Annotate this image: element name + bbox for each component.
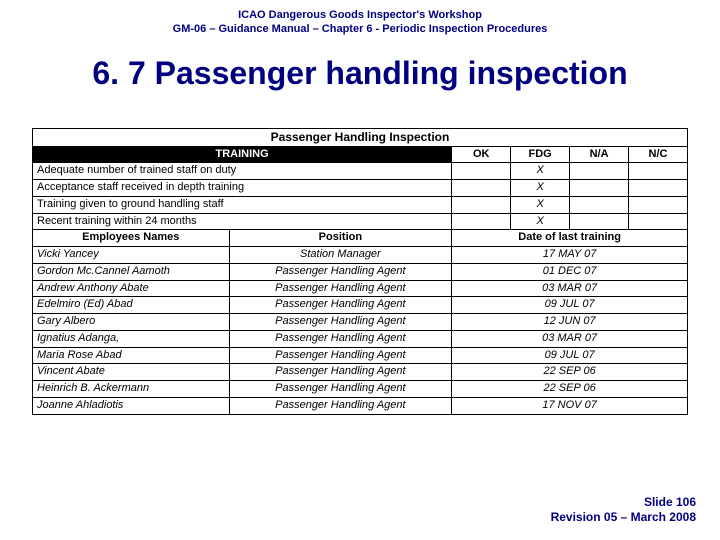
employee-name: Gordon Mc.Cannel Aamoth [33, 263, 230, 280]
col-position: Position [229, 230, 452, 247]
employee-position: Station Manager [229, 247, 452, 264]
check-nc [629, 180, 688, 197]
employee-name: Vicki Yancey [33, 247, 230, 264]
employee-date: 01 DEC 07 [452, 263, 688, 280]
col-na: N/A [570, 146, 629, 163]
check-desc: Recent training within 24 months [33, 213, 452, 230]
employee-position: Passenger Handling Agent [229, 364, 452, 381]
employees-header-row: Employees Names Position Date of last tr… [33, 230, 688, 247]
employee-row: Andrew Anthony AbatePassenger Handling A… [33, 280, 688, 297]
employee-name: Heinrich B. Ackermann [33, 381, 230, 398]
employee-position: Passenger Handling Agent [229, 330, 452, 347]
check-na [570, 213, 629, 230]
employee-date: 03 MAR 07 [452, 330, 688, 347]
check-nc [629, 213, 688, 230]
employee-date: 22 SEP 06 [452, 364, 688, 381]
check-row: Recent training within 24 months X [33, 213, 688, 230]
table-title-cell: Passenger Handling Inspection [33, 128, 688, 146]
footer-line-1: Slide 106 [551, 495, 696, 511]
check-ok [452, 196, 511, 213]
employee-name: Vincent Abate [33, 364, 230, 381]
col-nc: N/C [629, 146, 688, 163]
check-ok [452, 213, 511, 230]
check-desc: Adequate number of trained staff on duty [33, 163, 452, 180]
check-ok [452, 163, 511, 180]
check-na [570, 196, 629, 213]
check-row: Acceptance staff received in depth train… [33, 180, 688, 197]
employee-name: Andrew Anthony Abate [33, 280, 230, 297]
check-fdg: X [511, 163, 570, 180]
slide-footer: Slide 106 Revision 05 – March 2008 [551, 495, 696, 526]
footer-line-2: Revision 05 – March 2008 [551, 510, 696, 526]
header-line-2: GM-06 – Guidance Manual – Chapter 6 - Pe… [0, 22, 720, 36]
employee-row: Gordon Mc.Cannel AamothPassenger Handlin… [33, 263, 688, 280]
col-fdg: FDG [511, 146, 570, 163]
inspection-table: Passenger Handling Inspection TRAINING O… [32, 128, 688, 415]
employee-row: Heinrich B. AckermannPassenger Handling … [33, 381, 688, 398]
table-title-row: Passenger Handling Inspection [33, 128, 688, 146]
employee-date: 09 JUL 07 [452, 297, 688, 314]
check-ok [452, 180, 511, 197]
employee-position: Passenger Handling Agent [229, 280, 452, 297]
employee-date: 17 NOV 07 [452, 397, 688, 414]
employee-date: 03 MAR 07 [452, 280, 688, 297]
check-desc: Acceptance staff received in depth train… [33, 180, 452, 197]
check-nc [629, 163, 688, 180]
training-label: TRAINING [33, 146, 452, 163]
employee-name: Ignatius Adanga, [33, 330, 230, 347]
employee-date: 22 SEP 06 [452, 381, 688, 398]
check-nc [629, 196, 688, 213]
employee-row: Maria Rose AbadPassenger Handling Agent0… [33, 347, 688, 364]
employee-name: Gary Albero [33, 314, 230, 331]
check-row: Training given to ground handling staff X [33, 196, 688, 213]
employee-name: Maria Rose Abad [33, 347, 230, 364]
check-desc: Training given to ground handling staff [33, 196, 452, 213]
employee-position: Passenger Handling Agent [229, 314, 452, 331]
employee-position: Passenger Handling Agent [229, 263, 452, 280]
employee-row: Vicki YanceyStation Manager17 MAY 07 [33, 247, 688, 264]
employee-row: Gary AlberoPassenger Handling Agent12 JU… [33, 314, 688, 331]
training-header-row: TRAINING OK FDG N/A N/C [33, 146, 688, 163]
col-emp-names: Employees Names [33, 230, 230, 247]
check-fdg: X [511, 213, 570, 230]
employee-date: 09 JUL 07 [452, 347, 688, 364]
slide-header: ICAO Dangerous Goods Inspector's Worksho… [0, 0, 720, 37]
employee-name: Joanne Ahladiotis [33, 397, 230, 414]
employee-position: Passenger Handling Agent [229, 347, 452, 364]
employee-position: Passenger Handling Agent [229, 381, 452, 398]
check-fdg: X [511, 180, 570, 197]
employee-date: 17 MAY 07 [452, 247, 688, 264]
employee-row: Joanne AhladiotisPassenger Handling Agen… [33, 397, 688, 414]
col-ok: OK [452, 146, 511, 163]
check-fdg: X [511, 196, 570, 213]
check-na [570, 163, 629, 180]
header-line-1: ICAO Dangerous Goods Inspector's Worksho… [0, 8, 720, 22]
employee-position: Passenger Handling Agent [229, 397, 452, 414]
employee-row: Vincent AbatePassenger Handling Agent22 … [33, 364, 688, 381]
employee-date: 12 JUN 07 [452, 314, 688, 331]
employee-row: Edelmiro (Ed) AbadPassenger Handling Age… [33, 297, 688, 314]
employee-row: Ignatius Adanga,Passenger Handling Agent… [33, 330, 688, 347]
employee-name: Edelmiro (Ed) Abad [33, 297, 230, 314]
col-date-training: Date of last training [452, 230, 688, 247]
employee-position: Passenger Handling Agent [229, 297, 452, 314]
slide-title: 6. 7 Passenger handling inspection [0, 55, 720, 92]
inspection-table-wrap: Passenger Handling Inspection TRAINING O… [32, 128, 688, 415]
check-row: Adequate number of trained staff on duty… [33, 163, 688, 180]
check-na [570, 180, 629, 197]
